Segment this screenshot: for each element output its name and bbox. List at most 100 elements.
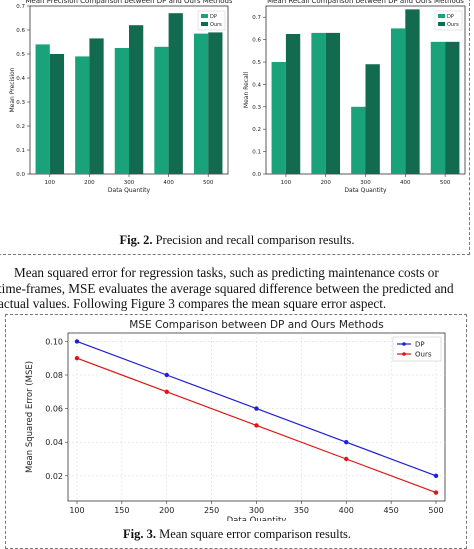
figure-2-label: Fig. 2. [119, 233, 153, 247]
bar-dp-300 [114, 48, 129, 174]
bar-dp-500 [430, 41, 446, 175]
y-tick-label: 0.5 [16, 52, 25, 58]
x-tick-label: 300 [360, 180, 371, 186]
x-tick-label: 500 [440, 180, 451, 186]
bar-dp-100 [35, 44, 50, 175]
figure-3-caption-text: Mean square error comparison results. [155, 527, 352, 541]
y-tick-label: 0.3 [252, 105, 261, 111]
bar-ours-200 [89, 38, 104, 175]
y-tick-label: 0.08 [45, 371, 63, 380]
bar-ours-400 [168, 13, 183, 175]
figure-2-caption: Fig. 2. Precision and recall comparison … [0, 233, 474, 248]
body-paragraph: Mean squared error for regression tasks,… [0, 265, 474, 312]
y-tick-label: 0.7 [16, 4, 25, 10]
y-tick-label: 0.0 [16, 172, 25, 178]
legend-marker-dp [402, 342, 406, 346]
point-ours-200 [164, 389, 169, 394]
legend-label-ours: Ours [415, 351, 432, 359]
y-axis-label: Mean Squared Error (MSE) [25, 361, 35, 473]
y-tick-label: 0.04 [45, 438, 63, 447]
point-dp-200 [164, 372, 169, 378]
bar-ours-500 [445, 41, 460, 175]
y-axis-label: Mean Recall [243, 72, 250, 108]
chart-title: MSE Comparison between DP and Ours Metho… [129, 319, 383, 331]
bar-dp-100 [271, 62, 286, 174]
y-tick-label: 0.02 [45, 472, 63, 481]
bar-ours-500 [208, 32, 223, 175]
x-tick-label: 400 [400, 180, 411, 186]
bar-ours-200 [325, 32, 341, 174]
x-tick-label: 100 [69, 506, 84, 515]
legend-label-dp: DP [415, 341, 425, 349]
bar-dp-200 [311, 32, 326, 174]
figure-3-label: Fig. 3. [122, 527, 156, 541]
y-tick-label: 0.3 [16, 100, 25, 106]
y-tick-label: 0.6 [252, 38, 261, 44]
x-tick-label: 300 [249, 506, 264, 515]
legend-swatch-ours [438, 22, 445, 26]
bar-ours-300 [129, 25, 144, 175]
point-ours-100 [74, 356, 80, 361]
y-tick-label: 0.2 [16, 124, 25, 130]
legend-label-dp: DP [447, 14, 454, 20]
legend-swatch-dp [438, 14, 445, 18]
bar-dp-300 [351, 106, 366, 174]
bar-dp-400 [390, 28, 406, 175]
figure-2-box [0, 0, 470, 255]
paragraph-line-1: Mean squared error for regression tasks,… [14, 265, 439, 280]
legend-label-ours: Ours [447, 22, 459, 28]
legend-marker-ours [402, 352, 406, 356]
bar-ours-100 [49, 54, 65, 174]
chart-title: Mean Precision Comparison between DP and… [25, 0, 232, 5]
y-tick-label: 0.4 [16, 76, 25, 82]
recall-chart: Mean Recall Comparison between DP and Ou… [243, 0, 466, 194]
paragraph-line-2: time-frames, MSE evaluates the average s… [0, 280, 454, 296]
x-tick-label: 100 [45, 180, 56, 186]
y-tick-label: 0.06 [45, 405, 63, 414]
x-tick-label: 500 [203, 180, 214, 186]
legend-swatch-dp [201, 14, 208, 18]
bar-ours-300 [365, 64, 380, 174]
x-axis-label: Data Quantity [108, 187, 151, 194]
x-tick-label: 100 [281, 180, 292, 186]
x-tick-label: 200 [159, 506, 174, 515]
bar-ours-400 [405, 9, 420, 174]
x-tick-label: 500 [428, 506, 443, 515]
precision-chart: Mean Precision Comparison between DP and… [9, 0, 232, 194]
x-tick-label: 150 [114, 506, 129, 515]
y-tick-label: 0.1 [16, 148, 25, 154]
bar-ours-100 [285, 34, 301, 174]
y-tick-label: 0.4 [252, 82, 261, 88]
x-tick-label: 400 [163, 180, 174, 186]
x-axis-label: Data Quantity [227, 516, 287, 521]
bar-dp-400 [154, 46, 169, 174]
legend-label-dp: DP [210, 14, 217, 20]
chart-title: Mean Recall Comparison between DP and Ou… [267, 0, 464, 5]
paragraph-line-3: actual values. Following Figure 3 compar… [0, 296, 387, 311]
figure-3-caption: Fig. 3. Mean square error comparison res… [0, 527, 474, 542]
x-axis-label: Data Quantity [344, 187, 387, 194]
y-axis-label: Mean Precision [9, 67, 16, 112]
bar-dp-200 [75, 56, 90, 174]
legend-label-ours: Ours [210, 22, 222, 28]
point-ours-500 [433, 490, 439, 495]
y-tick-label: 0.1 [252, 150, 261, 156]
y-tick-label: 0.5 [252, 60, 261, 66]
point-dp-400 [344, 440, 349, 445]
x-tick-label: 350 [294, 506, 309, 515]
point-dp-500 [433, 473, 439, 478]
mse-chart: MSE Comparison between DP and Ours Metho… [25, 319, 446, 521]
legend [392, 336, 442, 362]
x-tick-label: 450 [384, 506, 399, 515]
y-tick-label: 0.2 [252, 127, 261, 133]
x-tick-label: 400 [339, 506, 354, 515]
figure-2-caption-text: Precision and recall comparison results. [152, 233, 355, 247]
point-ours-300 [254, 423, 259, 428]
y-tick-label: 0.0 [252, 172, 261, 178]
x-tick-label: 200 [320, 180, 331, 186]
bar-dp-500 [193, 33, 209, 174]
legend-swatch-ours [201, 22, 208, 26]
point-ours-400 [344, 456, 349, 462]
y-tick-label: 0.10 [45, 337, 63, 346]
point-dp-100 [74, 339, 80, 344]
